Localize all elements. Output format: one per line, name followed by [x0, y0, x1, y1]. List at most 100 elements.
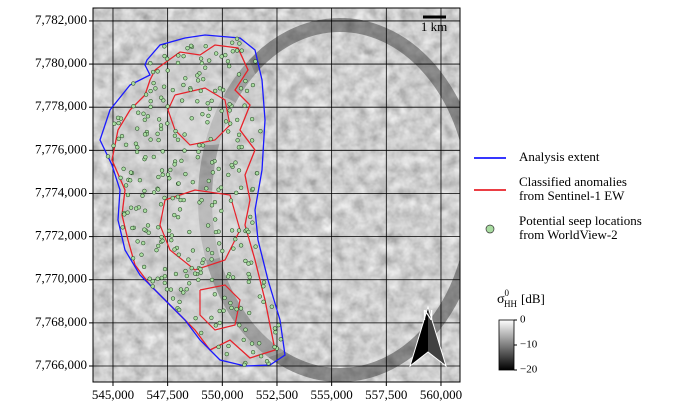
seep-marker: [258, 354, 264, 359]
seep-marker: [250, 82, 256, 88]
seep-marker: [206, 178, 211, 184]
colorbar-gradient: [498, 319, 515, 371]
seep-marker: [172, 162, 177, 167]
seep-marker: [160, 172, 165, 177]
seep-marker: [236, 72, 242, 77]
seep-marker: [153, 86, 158, 91]
seep-marker: [175, 215, 181, 220]
seep-marker: [216, 166, 221, 172]
seep-marker: [120, 225, 125, 230]
seep-marker: [122, 212, 127, 217]
seep-marker: [182, 132, 187, 137]
seep-marker: [125, 192, 131, 198]
seep-marker: [201, 257, 206, 262]
seep-marker: [238, 243, 244, 248]
seep-marker: [200, 143, 206, 148]
legend-label: from WorldView-2: [519, 227, 618, 242]
seep-marker: [207, 106, 212, 112]
seep-marker: [242, 103, 247, 108]
seep-marker: [249, 138, 255, 143]
seep-marker: [156, 187, 161, 192]
seep-marker: [233, 160, 238, 165]
seep-marker: [209, 277, 215, 283]
seep-marker: [233, 237, 238, 242]
seep-marker: [205, 223, 211, 228]
seep-marker: [223, 52, 228, 58]
legend-label: Analysis extent: [519, 149, 600, 164]
seep-marker: [199, 330, 204, 336]
seep-marker: [176, 252, 181, 257]
seep-marker: [213, 88, 218, 94]
seep-marker: [198, 266, 203, 272]
seep-marker: [253, 244, 258, 249]
seep-marker: [227, 64, 232, 69]
seep-marker: [187, 281, 192, 286]
seep-marker: [135, 145, 140, 150]
seep-marker: [249, 116, 255, 122]
seep-marker: [196, 149, 201, 154]
seep-marker: [230, 40, 235, 45]
seep-marker: [128, 170, 134, 175]
seep-marker: [187, 229, 192, 235]
colorbar-tick-label: −10: [520, 339, 538, 351]
seep-marker: [236, 168, 242, 173]
seep-marker: [133, 206, 139, 211]
seep-marker: [218, 185, 224, 190]
seep-marker: [254, 171, 260, 176]
y-tick-label: 7,780,000: [35, 55, 87, 70]
seep-marker: [128, 205, 134, 210]
y-tick-label: 7,774,000: [35, 184, 87, 199]
seep-marker: [141, 111, 146, 116]
seep-marker: [207, 58, 212, 63]
seep-marker: [179, 158, 184, 163]
seep-marker: [167, 176, 172, 181]
seep-marker: [276, 323, 281, 328]
seep-marker: [172, 247, 177, 252]
seep-marker: [156, 117, 162, 122]
seep-marker: [162, 44, 167, 49]
seep-marker: [148, 88, 153, 94]
seep-marker: [172, 212, 177, 218]
seep-marker: [162, 274, 168, 279]
y-tick-label: 7,776,000: [35, 141, 87, 156]
seep-marker: [165, 121, 170, 126]
seep-marker: [195, 99, 200, 104]
bright-patch: [165, 190, 245, 260]
seep-marker: [219, 108, 224, 114]
seep-marker: [175, 137, 181, 142]
seep-marker: [183, 268, 188, 274]
seep-marker: [203, 65, 208, 70]
seep-marker: [112, 121, 117, 126]
seep-marker: [243, 327, 248, 332]
seep-marker: [145, 223, 151, 228]
seep-marker: [227, 108, 232, 113]
colorbar-symbol: σ: [497, 292, 505, 307]
seep-marker: [155, 69, 160, 74]
seep-marker: [165, 68, 170, 73]
seep-marker: [123, 142, 129, 147]
seep-marker: [217, 308, 222, 314]
seep-marker: [239, 48, 244, 53]
seep-marker: [246, 261, 251, 266]
seep-marker: [151, 80, 156, 86]
seep-marker: [227, 102, 232, 107]
seep-marker: [197, 143, 202, 148]
seep-marker: [162, 266, 168, 272]
seep-marker: [142, 208, 148, 213]
seep-marker: [247, 310, 252, 316]
seep-marker: [160, 149, 165, 154]
seep-marker: [173, 271, 179, 277]
seep-marker: [158, 123, 164, 128]
seep-marker: [142, 227, 147, 232]
seep-marker: [246, 229, 251, 235]
seep-marker: [257, 341, 262, 346]
seep-marker: [169, 238, 174, 243]
seep-marker: [188, 43, 194, 48]
seep-marker: [150, 284, 155, 289]
seep-marker: [121, 166, 126, 171]
y-tick-label: 7,768,000: [35, 314, 87, 329]
seep-marker: [213, 217, 218, 222]
seep-marker: [119, 133, 125, 139]
anomaly-contour: [159, 189, 241, 271]
